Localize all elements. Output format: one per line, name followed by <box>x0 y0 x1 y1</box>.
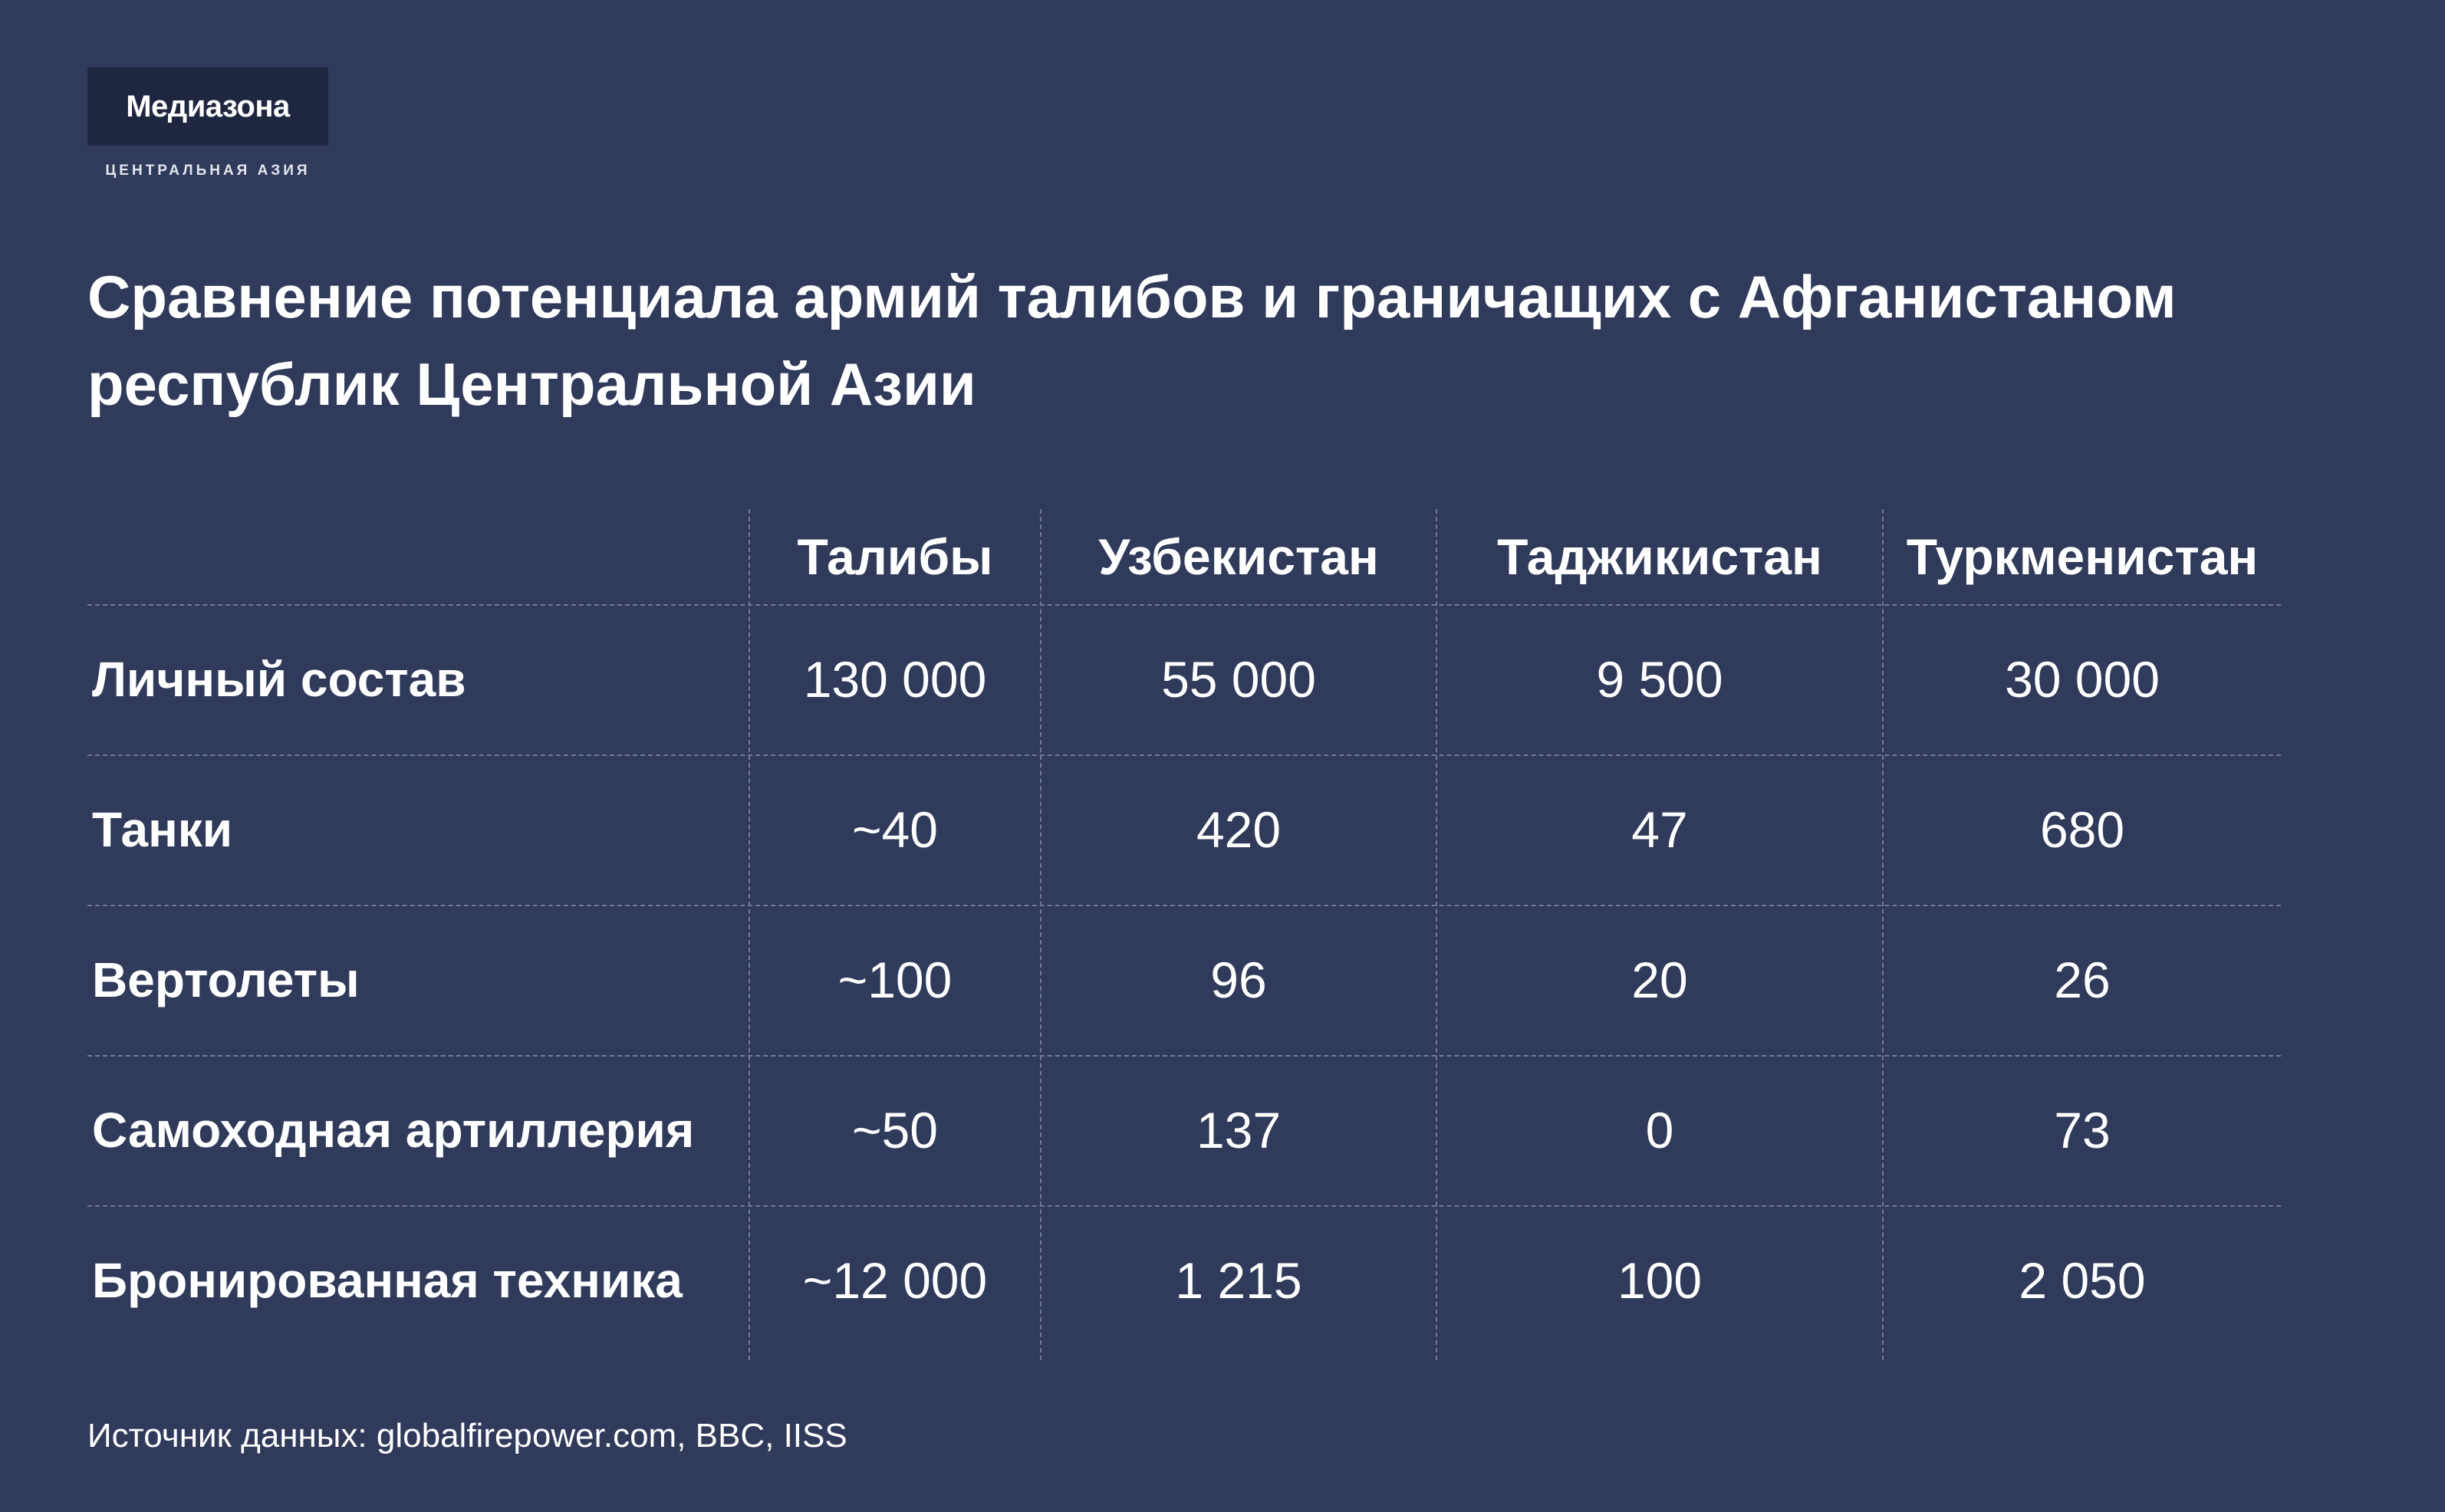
table-cell: 420 <box>1196 801 1282 858</box>
source-note: Источник данных: globalfirepower.com, BB… <box>87 1417 847 1454</box>
row-label-armored-vehicles: Бронированная техника <box>92 1253 683 1308</box>
column-header-turkmenistan: Туркменистан <box>1906 528 2259 585</box>
table-cell: 1 215 <box>1175 1252 1302 1309</box>
table-cell: 47 <box>1631 801 1688 858</box>
page-title: Сравнение потенциала армий талибов и гра… <box>87 263 2177 418</box>
column-header-tajikistan: Таджикистан <box>1497 528 1822 585</box>
table-cell: 100 <box>1617 1252 1703 1309</box>
table-cell: 30 000 <box>2005 651 2160 708</box>
table-cell: 2 050 <box>2019 1252 2146 1309</box>
table-cell: 0 <box>1645 1102 1674 1159</box>
column-header-uzbekistan: Узбекистан <box>1098 528 1379 585</box>
row-divider <box>87 905 2281 906</box>
row-label-tanks: Танки <box>92 802 233 857</box>
row-label-self-propelled-artillery: Самоходная артиллерия <box>92 1103 695 1158</box>
row-divider <box>87 754 2281 756</box>
brand-logo: Медиазона <box>87 67 328 146</box>
column-divider <box>1436 509 1437 1360</box>
table-cell: 20 <box>1631 952 1688 1008</box>
row-divider <box>87 1205 2281 1207</box>
brand-name: Медиазона <box>126 89 290 123</box>
table-cell: 9 500 <box>1596 651 1723 708</box>
column-divider <box>1882 509 1884 1360</box>
table-cell: 130 000 <box>803 651 987 708</box>
table-cell: 137 <box>1196 1102 1282 1159</box>
table-cell: 55 000 <box>1161 651 1316 708</box>
row-label-helicopters: Вертолеты <box>92 952 360 1007</box>
table-cell: 26 <box>2054 952 2111 1008</box>
column-header-taliban: Талибы <box>797 528 993 585</box>
table-cell: ~40 <box>852 801 938 858</box>
row-divider <box>87 604 2281 606</box>
table-cell: ~50 <box>852 1102 938 1159</box>
table-cell: 73 <box>2054 1102 2111 1159</box>
column-divider <box>1040 509 1042 1360</box>
table-cell: 680 <box>2039 801 2125 858</box>
row-divider <box>87 1055 2281 1057</box>
column-divider <box>749 509 750 1360</box>
row-label-personnel: Личный состав <box>92 652 466 707</box>
table-cell: ~12 000 <box>802 1252 988 1309</box>
table-cell: ~100 <box>837 952 953 1008</box>
table-cell: 96 <box>1210 952 1267 1008</box>
comparison-table: Талибы Узбекистан Таджикистан Туркменист… <box>87 509 2281 1360</box>
brand-subtitle: ЦЕНТРАЛЬНАЯ АЗИЯ <box>105 163 311 179</box>
